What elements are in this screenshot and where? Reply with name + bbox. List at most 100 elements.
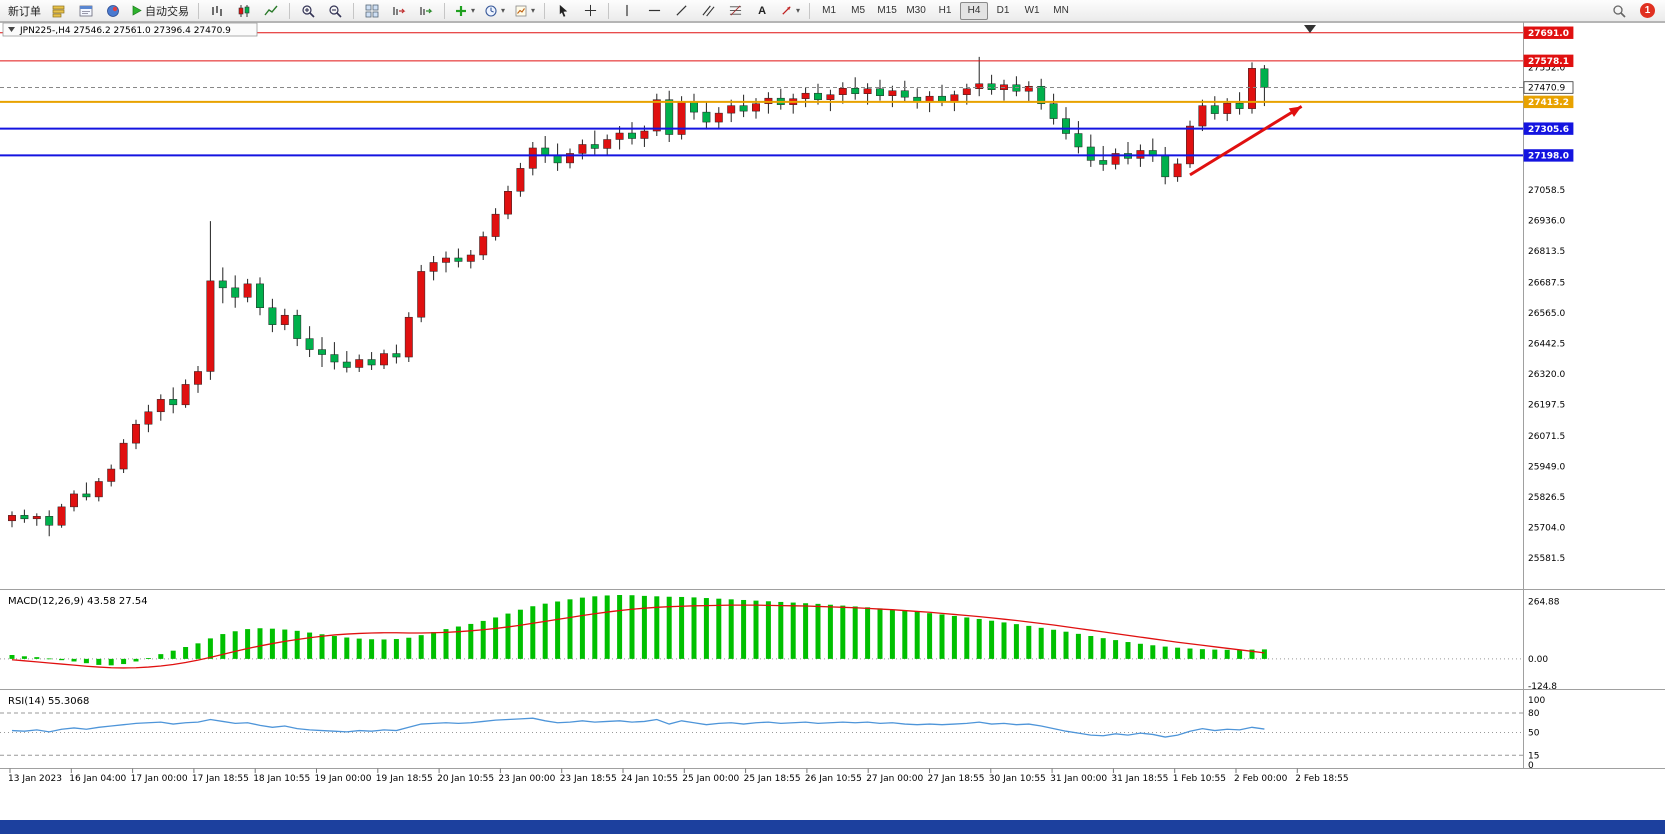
line-chart-icon[interactable] (258, 1, 284, 21)
svg-text:50: 50 (1528, 729, 1540, 739)
toolbar-separator (353, 2, 354, 19)
svg-text:RSI(14) 55.3068: RSI(14) 55.3068 (8, 696, 89, 707)
indicators-icon[interactable]: ▾ (450, 1, 479, 21)
svg-text:26687.5: 26687.5 (1528, 278, 1565, 288)
svg-text:23 Jan 00:00: 23 Jan 00:00 (498, 774, 555, 784)
vertical-line-tool-icon[interactable] (614, 1, 640, 21)
svg-text:2 Feb 00:00: 2 Feb 00:00 (1234, 774, 1288, 784)
macd-pane: MACD(12,26,9) 43.58 27.54 264.88 0.00 -124.… (0, 595, 1560, 692)
horizontal-lines-layer (0, 32, 1523, 157)
chart-canvas[interactable]: JPN225-,H4 27546.2 27561.0 27396.4 27470… (0, 22, 1665, 820)
svg-text:27413.2: 27413.2 (1528, 98, 1569, 108)
svg-text:20 Jan 10:55: 20 Jan 10:55 (437, 774, 494, 784)
svg-text:25826.5: 25826.5 (1528, 493, 1565, 503)
market-watch-icon[interactable] (46, 1, 72, 21)
new-order-button[interactable]: 新订单 (4, 1, 45, 21)
timeframe-m5-button[interactable]: M5 (851, 5, 866, 16)
svg-text:19 Jan 00:00: 19 Jan 00:00 (315, 774, 372, 784)
svg-text:26936.0: 26936.0 (1528, 217, 1565, 227)
auto-scroll-icon[interactable] (413, 1, 439, 21)
svg-text:31 Jan 18:55: 31 Jan 18:55 (1111, 774, 1168, 784)
svg-text:26565.0: 26565.0 (1528, 309, 1565, 319)
candlestick-chart-icon[interactable] (231, 1, 257, 21)
svg-text:26320.0: 26320.0 (1528, 370, 1565, 380)
crosshair-icon[interactable] (577, 1, 603, 21)
svg-text:30 Jan 10:55: 30 Jan 10:55 (989, 774, 1046, 784)
play-icon (132, 5, 142, 16)
timeframe-mn-button[interactable]: MN (1053, 5, 1069, 16)
svg-text:24 Jan 10:55: 24 Jan 10:55 (621, 774, 678, 784)
svg-text:18 Jan 10:55: 18 Jan 10:55 (253, 774, 310, 784)
toolbar-separator (289, 2, 290, 19)
svg-text:26442.5: 26442.5 (1528, 339, 1565, 349)
pane-frames (0, 22, 1665, 769)
svg-text:1 Feb 10:55: 1 Feb 10:55 (1173, 774, 1226, 784)
timeframe-m30-button[interactable]: M30 (906, 5, 926, 16)
svg-text:15: 15 (1528, 751, 1539, 761)
svg-text:26 Jan 10:55: 26 Jan 10:55 (805, 774, 862, 784)
new-order-label: 新订单 (8, 5, 41, 18)
svg-text:0.00: 0.00 (1528, 655, 1548, 665)
zoom-out-icon[interactable] (322, 1, 348, 21)
horizontal-line-tool-icon[interactable] (641, 1, 667, 21)
timeframe-m15-button[interactable]: M15 (877, 5, 897, 16)
chart-title-tab: JPN225-,H4 27546.2 27561.0 27396.4 27470… (2, 22, 258, 37)
svg-text:25704.0: 25704.0 (1528, 523, 1565, 533)
timeframe-h1-button[interactable]: H1 (938, 5, 952, 16)
svg-text:31 Jan 00:00: 31 Jan 00:00 (1050, 774, 1107, 784)
fibonacci-tool-icon[interactable] (722, 1, 748, 21)
cursor-icon[interactable] (550, 1, 576, 21)
zoom-in-icon[interactable] (295, 1, 321, 21)
svg-text:26813.5: 26813.5 (1528, 247, 1565, 257)
svg-text:16 Jan 04:00: 16 Jan 04:00 (69, 774, 126, 784)
text-tool-button[interactable]: A (749, 1, 775, 21)
timeframe-m1-button[interactable]: M1 (822, 5, 837, 16)
svg-text:13 Jan 2023: 13 Jan 2023 (8, 774, 62, 784)
svg-text:23 Jan 18:55: 23 Jan 18:55 (560, 774, 617, 784)
trendline-tool-icon[interactable] (668, 1, 694, 21)
channel-tool-icon[interactable] (695, 1, 721, 21)
metaeditor-icon[interactable] (73, 1, 99, 21)
svg-text:25 Jan 18:55: 25 Jan 18:55 (744, 774, 801, 784)
chart-shift-icon[interactable] (386, 1, 412, 21)
taskbar (0, 820, 1665, 834)
svg-text:27 Jan 18:55: 27 Jan 18:55 (928, 774, 985, 784)
dropdown-caret-icon: ▾ (796, 6, 801, 15)
toolbar-separator (544, 2, 546, 19)
svg-text:JPN225-,H4 27546.2 27561.0 27: JPN225-,H4 27546.2 27561.0 27396.4 27470… (19, 26, 231, 36)
price-axis-labels: 27552.0 27058.5 26936.0 26813.5 26687.5 26565… (1528, 63, 1565, 563)
svg-text:0: 0 (1528, 761, 1534, 771)
templates-icon[interactable]: ▾ (510, 1, 539, 21)
time-axis: 13 Jan 2023 16 Jan 04:00 17 Jan 00:00 17 Ja… (8, 768, 1349, 784)
community-icon[interactable] (100, 1, 126, 21)
text-tool-label: A (758, 4, 767, 17)
search-icon[interactable] (1606, 1, 1632, 21)
notification-badge[interactable]: 1 (1640, 3, 1655, 18)
tile-windows-icon[interactable] (359, 1, 385, 21)
svg-text:27552.0: 27552.0 (1528, 63, 1565, 73)
candles-layer (8, 56, 1269, 537)
autotrading-button[interactable]: 自动交易 (127, 1, 193, 21)
svg-text:26071.5: 26071.5 (1528, 432, 1565, 442)
svg-text:27198.0: 27198.0 (1528, 152, 1569, 162)
svg-text:80: 80 (1528, 709, 1540, 719)
periods-icon[interactable]: ▾ (480, 1, 509, 21)
timeframe-w1-button[interactable]: W1 (1024, 5, 1040, 16)
toolbar-separator (608, 2, 610, 19)
bar-chart-icon[interactable] (204, 1, 230, 21)
svg-text:25 Jan 00:00: 25 Jan 00:00 (682, 774, 739, 784)
svg-text:27578.1: 27578.1 (1528, 57, 1569, 67)
svg-text:27 Jan 00:00: 27 Jan 00:00 (866, 774, 923, 784)
svg-text:17 Jan 00:00: 17 Jan 00:00 (131, 774, 188, 784)
svg-text:264.88: 264.88 (1528, 598, 1560, 608)
timeframe-h4-button[interactable]: H4 (960, 1, 989, 20)
svg-text:25949.0: 25949.0 (1528, 462, 1565, 472)
svg-text:27470.9: 27470.9 (1528, 84, 1565, 94)
dropdown-caret-icon: ▾ (471, 6, 476, 15)
shift-marker (1304, 25, 1316, 33)
main-toolbar: 新订单 自动交易 ▾ ▾ (0, 0, 1665, 22)
arrows-tool-icon[interactable]: ▾ (776, 1, 804, 21)
svg-text:17 Jan 18:55: 17 Jan 18:55 (192, 774, 249, 784)
timeframe-d1-button[interactable]: D1 (996, 5, 1010, 16)
rsi-pane: RSI(14) 55.3068 100 80 50 150 (0, 696, 1545, 771)
